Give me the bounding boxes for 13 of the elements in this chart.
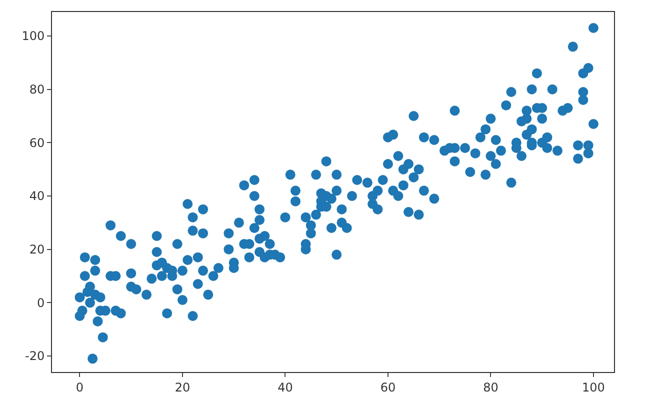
x-tick-label: 80	[483, 380, 498, 394]
y-tick-label: 60	[29, 136, 45, 150]
x-tick-label: 0	[76, 380, 84, 394]
y-tick-label: 100	[22, 29, 45, 44]
x-tick-label: 40	[278, 380, 293, 394]
x-tick-label: 100	[582, 380, 605, 394]
y-tick-label: 40	[29, 189, 45, 204]
y-tick-label: 0	[36, 296, 45, 310]
y-tick-label: 20	[29, 242, 45, 257]
x-tick-label: 60	[380, 380, 396, 394]
y-tick-label: 80	[29, 82, 45, 97]
x-tick-label: 20	[174, 380, 190, 394]
y-tick-label: -20	[24, 349, 45, 364]
